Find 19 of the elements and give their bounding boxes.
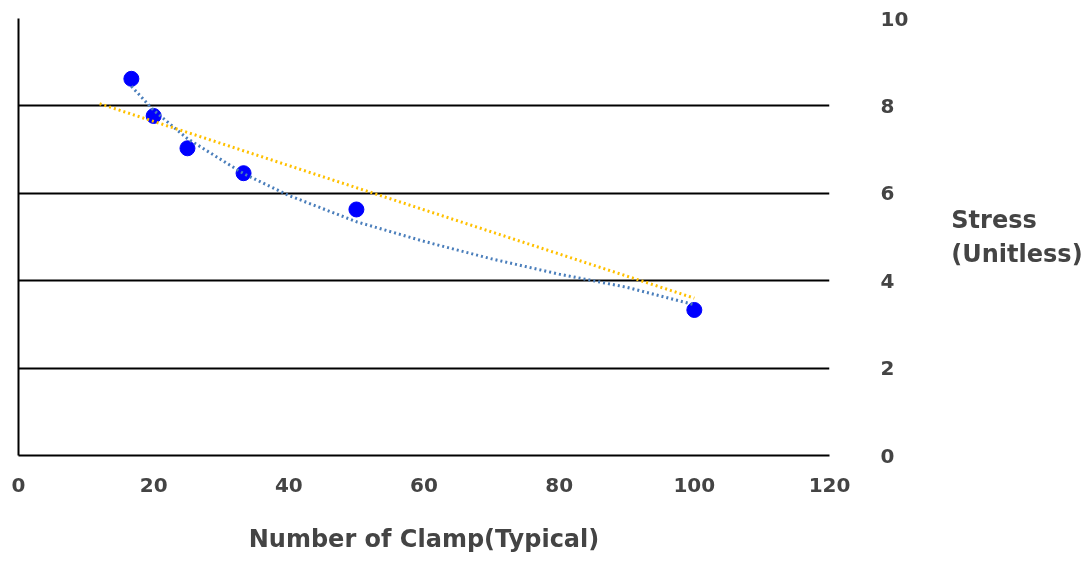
x-tick-label: 40 [274,472,303,497]
x-tick-label: 20 [139,472,168,497]
x-tick-label: 100 [673,472,716,497]
y2-tick-label: 2 [880,356,895,381]
x-tick-label: 120 [808,472,851,497]
y2-tick-label: 6 [880,181,895,206]
x-tick-label: 60 [410,472,438,497]
point [123,70,140,87]
point [179,140,196,157]
y2-tick-label: 10 [880,6,909,31]
x-axis-title: Number of Clamp(Typical) [248,524,600,553]
point [348,201,365,218]
point [686,301,703,318]
x-tick-label: 0 [11,472,26,497]
y2-tick-label: 8 [880,93,895,118]
x-tick-label: 80 [545,472,574,497]
y2-tick-label: 0 [880,443,895,468]
y2-tick-label: 4 [880,268,895,293]
y2-axis-title: Stress (Unitless) [951,206,1083,268]
